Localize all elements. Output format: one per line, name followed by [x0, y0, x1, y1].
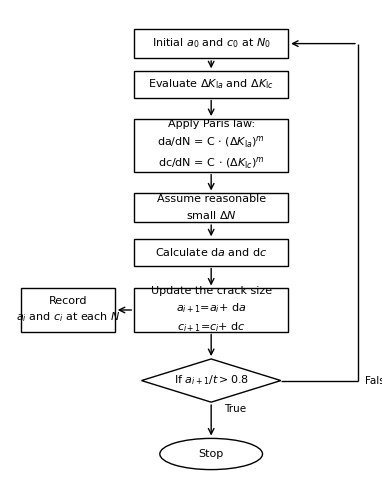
Text: True: True [224, 404, 246, 414]
Text: Update the crack size
$a_{i+1}$=$a_i$+ d$a$
$c_{i+1}$=$c_i$+ d$c$: Update the crack size $a_{i+1}$=$a_i$+ d… [151, 286, 272, 334]
Text: Initial $a_0$ and $c_0$ at $N_0$: Initial $a_0$ and $c_0$ at $N_0$ [152, 36, 270, 51]
Text: Apply Paris law:
da/dN = C $\cdot$ ($\Delta K_{\mathrm{I}a}$)$^{m}$
dc/dN = C $\: Apply Paris law: da/dN = C $\cdot$ ($\De… [157, 120, 265, 172]
FancyBboxPatch shape [134, 288, 288, 332]
Text: Calculate d$a$ and d$c$: Calculate d$a$ and d$c$ [155, 246, 267, 258]
Polygon shape [141, 359, 281, 402]
Text: Record
$a_i$ and $c_i$ at each $N$: Record $a_i$ and $c_i$ at each $N$ [16, 296, 120, 324]
FancyBboxPatch shape [134, 29, 288, 58]
Ellipse shape [160, 438, 262, 470]
Text: False: False [365, 376, 382, 386]
FancyBboxPatch shape [21, 288, 115, 332]
Text: Evaluate $\Delta K_{\mathrm{I}a}$ and $\Delta K_{\mathrm{I}c}$: Evaluate $\Delta K_{\mathrm{I}a}$ and $\… [148, 78, 274, 92]
FancyBboxPatch shape [134, 194, 288, 222]
Text: Stop: Stop [199, 449, 224, 459]
Text: If $a_{i+1}/t > 0.8$: If $a_{i+1}/t > 0.8$ [174, 374, 249, 388]
Text: Assume reasonable
small $\Delta N$: Assume reasonable small $\Delta N$ [157, 194, 266, 222]
FancyBboxPatch shape [134, 119, 288, 172]
FancyBboxPatch shape [134, 71, 288, 98]
FancyBboxPatch shape [134, 239, 288, 266]
